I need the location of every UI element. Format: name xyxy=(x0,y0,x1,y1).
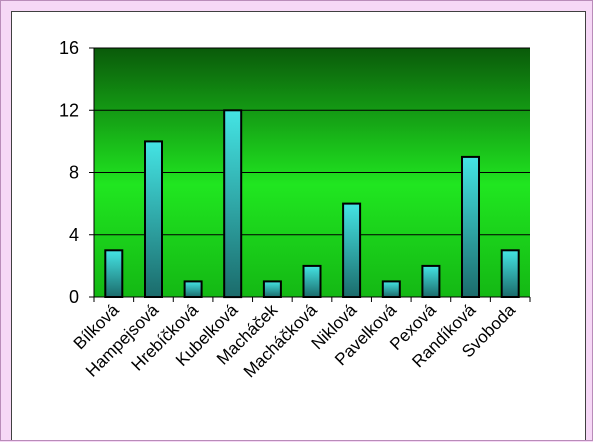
y-tick-label: 12 xyxy=(59,100,79,120)
y-tick-label: 4 xyxy=(69,225,79,245)
y-tick-label: 8 xyxy=(69,163,79,183)
y-tick-label: 16 xyxy=(59,38,79,58)
x-axis-labels: BílkováHampejsováHrebíčkováKubelkováMach… xyxy=(70,297,531,381)
bar-Randíková xyxy=(461,155,480,298)
bar-Niklová xyxy=(342,202,362,299)
bar-Bílková xyxy=(104,249,124,299)
bar-Svoboda xyxy=(500,249,520,299)
bar-Macháček xyxy=(262,280,282,298)
bar-Hrebíčková xyxy=(183,280,203,298)
bar-Pavelková xyxy=(381,280,401,298)
y-axis-ticks: 0 4 8 12 16 xyxy=(59,38,94,307)
bar-Hampejsová xyxy=(144,140,163,298)
bar-Pexová xyxy=(421,264,441,298)
gridlines xyxy=(94,47,530,236)
bar-Macháčková xyxy=(302,264,322,298)
y-tick-label: 0 xyxy=(69,287,79,307)
bar-Kubelková xyxy=(223,109,243,299)
